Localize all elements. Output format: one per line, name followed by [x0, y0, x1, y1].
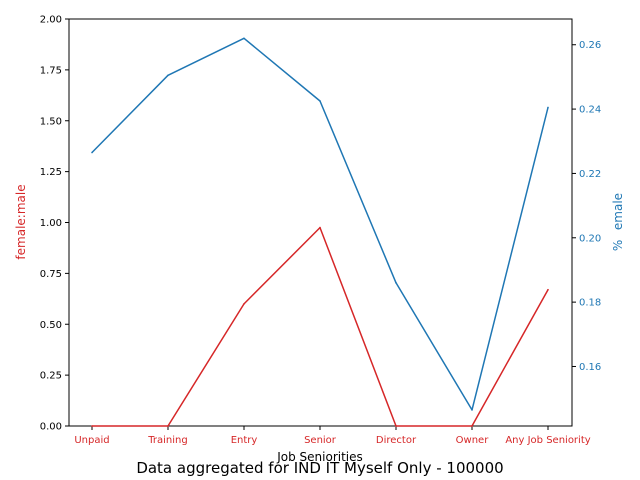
right-axis-tick-label: 0.24: [579, 105, 601, 116]
ratio-point: [91, 425, 93, 427]
left-axis-tick-label: 1.00: [40, 218, 62, 229]
left-axis-tick-label: 2.00: [40, 15, 62, 26]
x-axis-tick-label: Training: [147, 435, 187, 446]
x-axis-tick-label: Senior: [304, 435, 337, 446]
ratio-point: [167, 425, 169, 427]
ratio-point: [319, 226, 321, 229]
percent-point: [91, 151, 93, 154]
left-axis-tick-label: 0.50: [40, 320, 62, 331]
left-axis-tick-label: 0.75: [40, 269, 62, 280]
right-axis-label: %emale: [611, 193, 625, 251]
x-axis-tick-label: Owner: [456, 435, 490, 446]
percent-female-line: [91, 37, 549, 411]
left-axis-tick-label: 1.75: [40, 65, 62, 76]
ratio-point: [395, 425, 397, 427]
left-axis-tick-label: 0.00: [40, 422, 62, 433]
x-axis-label: Job Seniorities: [276, 450, 363, 464]
percent-point: [319, 100, 321, 102]
x-axis-tick-label: Any Job Seniority: [505, 435, 590, 446]
left-axis-tick-label: 0.25: [40, 371, 62, 382]
percent-point: [471, 409, 473, 411]
percent-point: [167, 74, 169, 77]
right-axis-tick-label: 0.18: [579, 298, 601, 309]
right-axis-tick-label: 0.22: [579, 169, 601, 180]
left-axis-tick-label: 1.25: [40, 167, 62, 178]
right-axis-tick-label: 0.26: [579, 40, 601, 51]
ratio-point: [243, 303, 245, 305]
percent-point: [395, 282, 397, 284]
female-male-ratio-line: [92, 226, 549, 427]
percent-point: [547, 106, 549, 109]
left-axis-label: female:male: [14, 184, 28, 259]
right-axis-tick-label: 0.16: [579, 362, 601, 373]
x-axis-tick-label: Entry: [231, 435, 258, 446]
right-axis-tick-label: 0.20: [579, 233, 601, 244]
x-axis-tick-label: Director: [376, 435, 417, 446]
ratio-point: [547, 288, 549, 291]
percent-point: [243, 37, 245, 40]
x-axis-tick-label: Unpaid: [74, 435, 109, 446]
chart-title: Data aggregated for IND IT Myself Only -…: [136, 459, 503, 477]
plot-frame: [68, 18, 573, 427]
ratio-point: [471, 425, 473, 427]
left-axis-tick-label: 1.50: [40, 116, 62, 127]
